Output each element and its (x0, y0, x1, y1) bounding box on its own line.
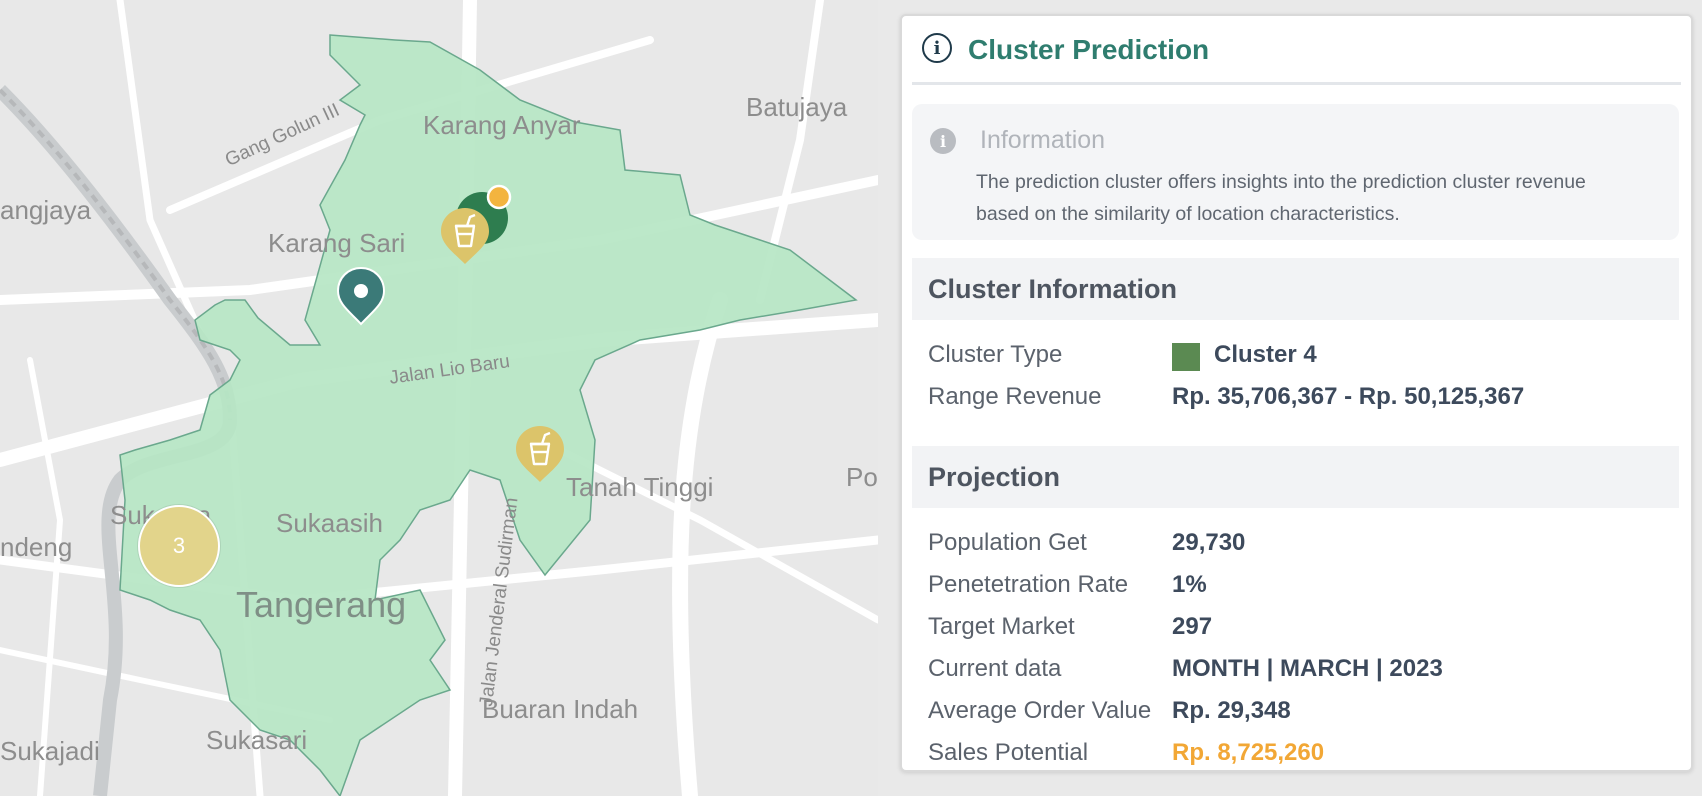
row-target-market: Target Market 297 (928, 613, 1671, 653)
information-text: The prediction cluster offers insights i… (976, 171, 1586, 225)
info-circle-icon: i (922, 33, 952, 63)
map-label-sukajadi: Sukajadi (0, 736, 100, 766)
current-data-value: MONTH | MARCH | 2023 (1172, 655, 1443, 682)
target-market-label: Target Market (928, 613, 1075, 640)
map-label-tanah-tinggi: Tanah Tinggi (566, 472, 714, 502)
side-panel: i Cluster Prediction i Information The p… (878, 0, 1702, 796)
range-revenue-value: Rp. 35,706,367 - Rp. 50,125,367 (1172, 383, 1525, 410)
cluster-information-header: Cluster Information (912, 258, 1679, 320)
map-label-karang-anyar: Karang Anyar (423, 110, 581, 140)
road (27, 357, 64, 796)
row-penetration-rate: Penetetration Rate 1% (928, 571, 1671, 611)
average-order-value-label: Average Order Value (928, 697, 1152, 724)
dot-marker[interactable] (486, 184, 512, 210)
information-title: Information (980, 126, 1106, 154)
map-view[interactable]: Batujaya Karang Anyar Gang Golun III ang… (0, 0, 878, 796)
current-data-label: Current data (928, 655, 1062, 682)
cluster-information-heading: Cluster Information (928, 274, 1178, 304)
target-market-value: 297 (1172, 613, 1213, 640)
map-label-angjaya: angjaya (0, 195, 92, 225)
row-sales-potential: Sales Potential Rp. 8,725,260 (928, 739, 1671, 779)
cluster-type-label: Cluster Type (928, 341, 1063, 368)
info-badge-icon: i (930, 128, 956, 154)
location-pin-icon[interactable] (336, 266, 386, 326)
population-get-label: Population Get (928, 529, 1087, 556)
cluster-area-polygon[interactable] (119, 34, 858, 796)
card-title: Cluster Prediction (968, 34, 1210, 65)
map-label-batujaya: Batujaya (746, 92, 848, 122)
row-current-data: Current data MONTH | MARCH | 2023 (928, 655, 1671, 695)
map-canvas (0, 0, 878, 796)
drink-cup-icon (529, 431, 551, 466)
map-label-sukasari: Sukasari (206, 725, 308, 755)
range-revenue-label: Range Revenue (928, 383, 1102, 410)
penetration-rate-label: Penetetration Rate (928, 571, 1129, 598)
map-label-tangerang: Tangerang (236, 584, 407, 625)
average-order-value-value: Rp. 29,348 (1172, 697, 1291, 724)
map-label-po: Po (846, 462, 878, 492)
card-header: i Cluster Prediction (902, 16, 1691, 86)
row-range-revenue: Range Revenue Rp. 35,706,367 - Rp. 50,12… (928, 383, 1671, 423)
information-box: i Information The prediction cluster off… (912, 104, 1679, 240)
map-label-buaran-indah: Buaran Indah (482, 694, 639, 724)
store-marker[interactable] (514, 424, 566, 484)
population-get-value: 29,730 (1172, 529, 1246, 556)
store-marker[interactable] (439, 206, 491, 266)
cluster-type-value: Cluster 4 (1214, 341, 1317, 368)
row-population-get: Population Get 29,730 (928, 529, 1671, 569)
penetration-rate-value: 1% (1172, 571, 1207, 598)
sales-potential-value: Rp. 8,725,260 (1172, 739, 1325, 766)
road (672, 292, 728, 796)
road (556, 446, 878, 624)
row-cluster-type: Cluster Type Cluster 4 (928, 341, 1671, 381)
header-divider (912, 82, 1681, 85)
map-label-ndeng: ndeng (0, 532, 73, 562)
map-label-sukaasih: Sukaasih (276, 508, 383, 538)
drink-cup-icon (454, 213, 476, 248)
cluster-prediction-card: i Cluster Prediction i Information The p… (900, 14, 1693, 772)
map-label-karang-sari: Karang Sari (268, 228, 406, 258)
sales-potential-label: Sales Potential (928, 739, 1089, 766)
row-average-order-value: Average Order Value Rp. 29,348 (928, 697, 1671, 737)
cluster-color-swatch (1172, 343, 1200, 371)
projection-header: Projection (912, 446, 1679, 508)
cluster-count-bubble[interactable]: 3 (138, 505, 220, 587)
projection-heading: Projection (928, 462, 1061, 492)
